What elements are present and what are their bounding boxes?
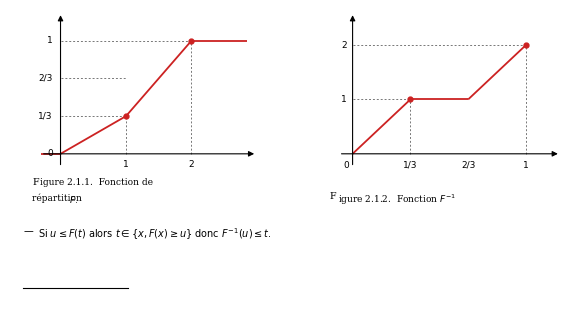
- Text: répartition: répartition: [32, 194, 85, 203]
- Text: igure 2.1.2.  Fonction $F^{-1}$: igure 2.1.2. Fonction $F^{-1}$: [338, 192, 456, 206]
- Text: F: F: [32, 178, 39, 187]
- Text: $F$.: $F$.: [69, 194, 78, 205]
- Text: 2/3: 2/3: [39, 74, 53, 83]
- Text: —: —: [23, 226, 33, 236]
- Text: F: F: [330, 192, 336, 201]
- Text: 2/3: 2/3: [461, 161, 475, 170]
- Text: 1: 1: [123, 160, 129, 169]
- Text: 1: 1: [523, 161, 529, 170]
- Text: 0: 0: [47, 149, 53, 158]
- Text: 1/3: 1/3: [403, 161, 418, 170]
- Text: 1: 1: [47, 36, 53, 45]
- Text: 2: 2: [189, 160, 194, 169]
- Text: 1: 1: [341, 95, 346, 104]
- Text: Si $u \leq F(t)$ alors $t \in \{x, F(x) \geq u\}$ donc $F^{-1}(u) \leq t$.: Si $u \leq F(t)$ alors $t \in \{x, F(x) …: [38, 226, 272, 242]
- Text: 0: 0: [343, 161, 349, 170]
- Text: 1/3: 1/3: [38, 112, 53, 121]
- Text: 2: 2: [341, 41, 346, 50]
- Text: igure 2.1.1.  Fonction de: igure 2.1.1. Fonction de: [40, 178, 152, 187]
